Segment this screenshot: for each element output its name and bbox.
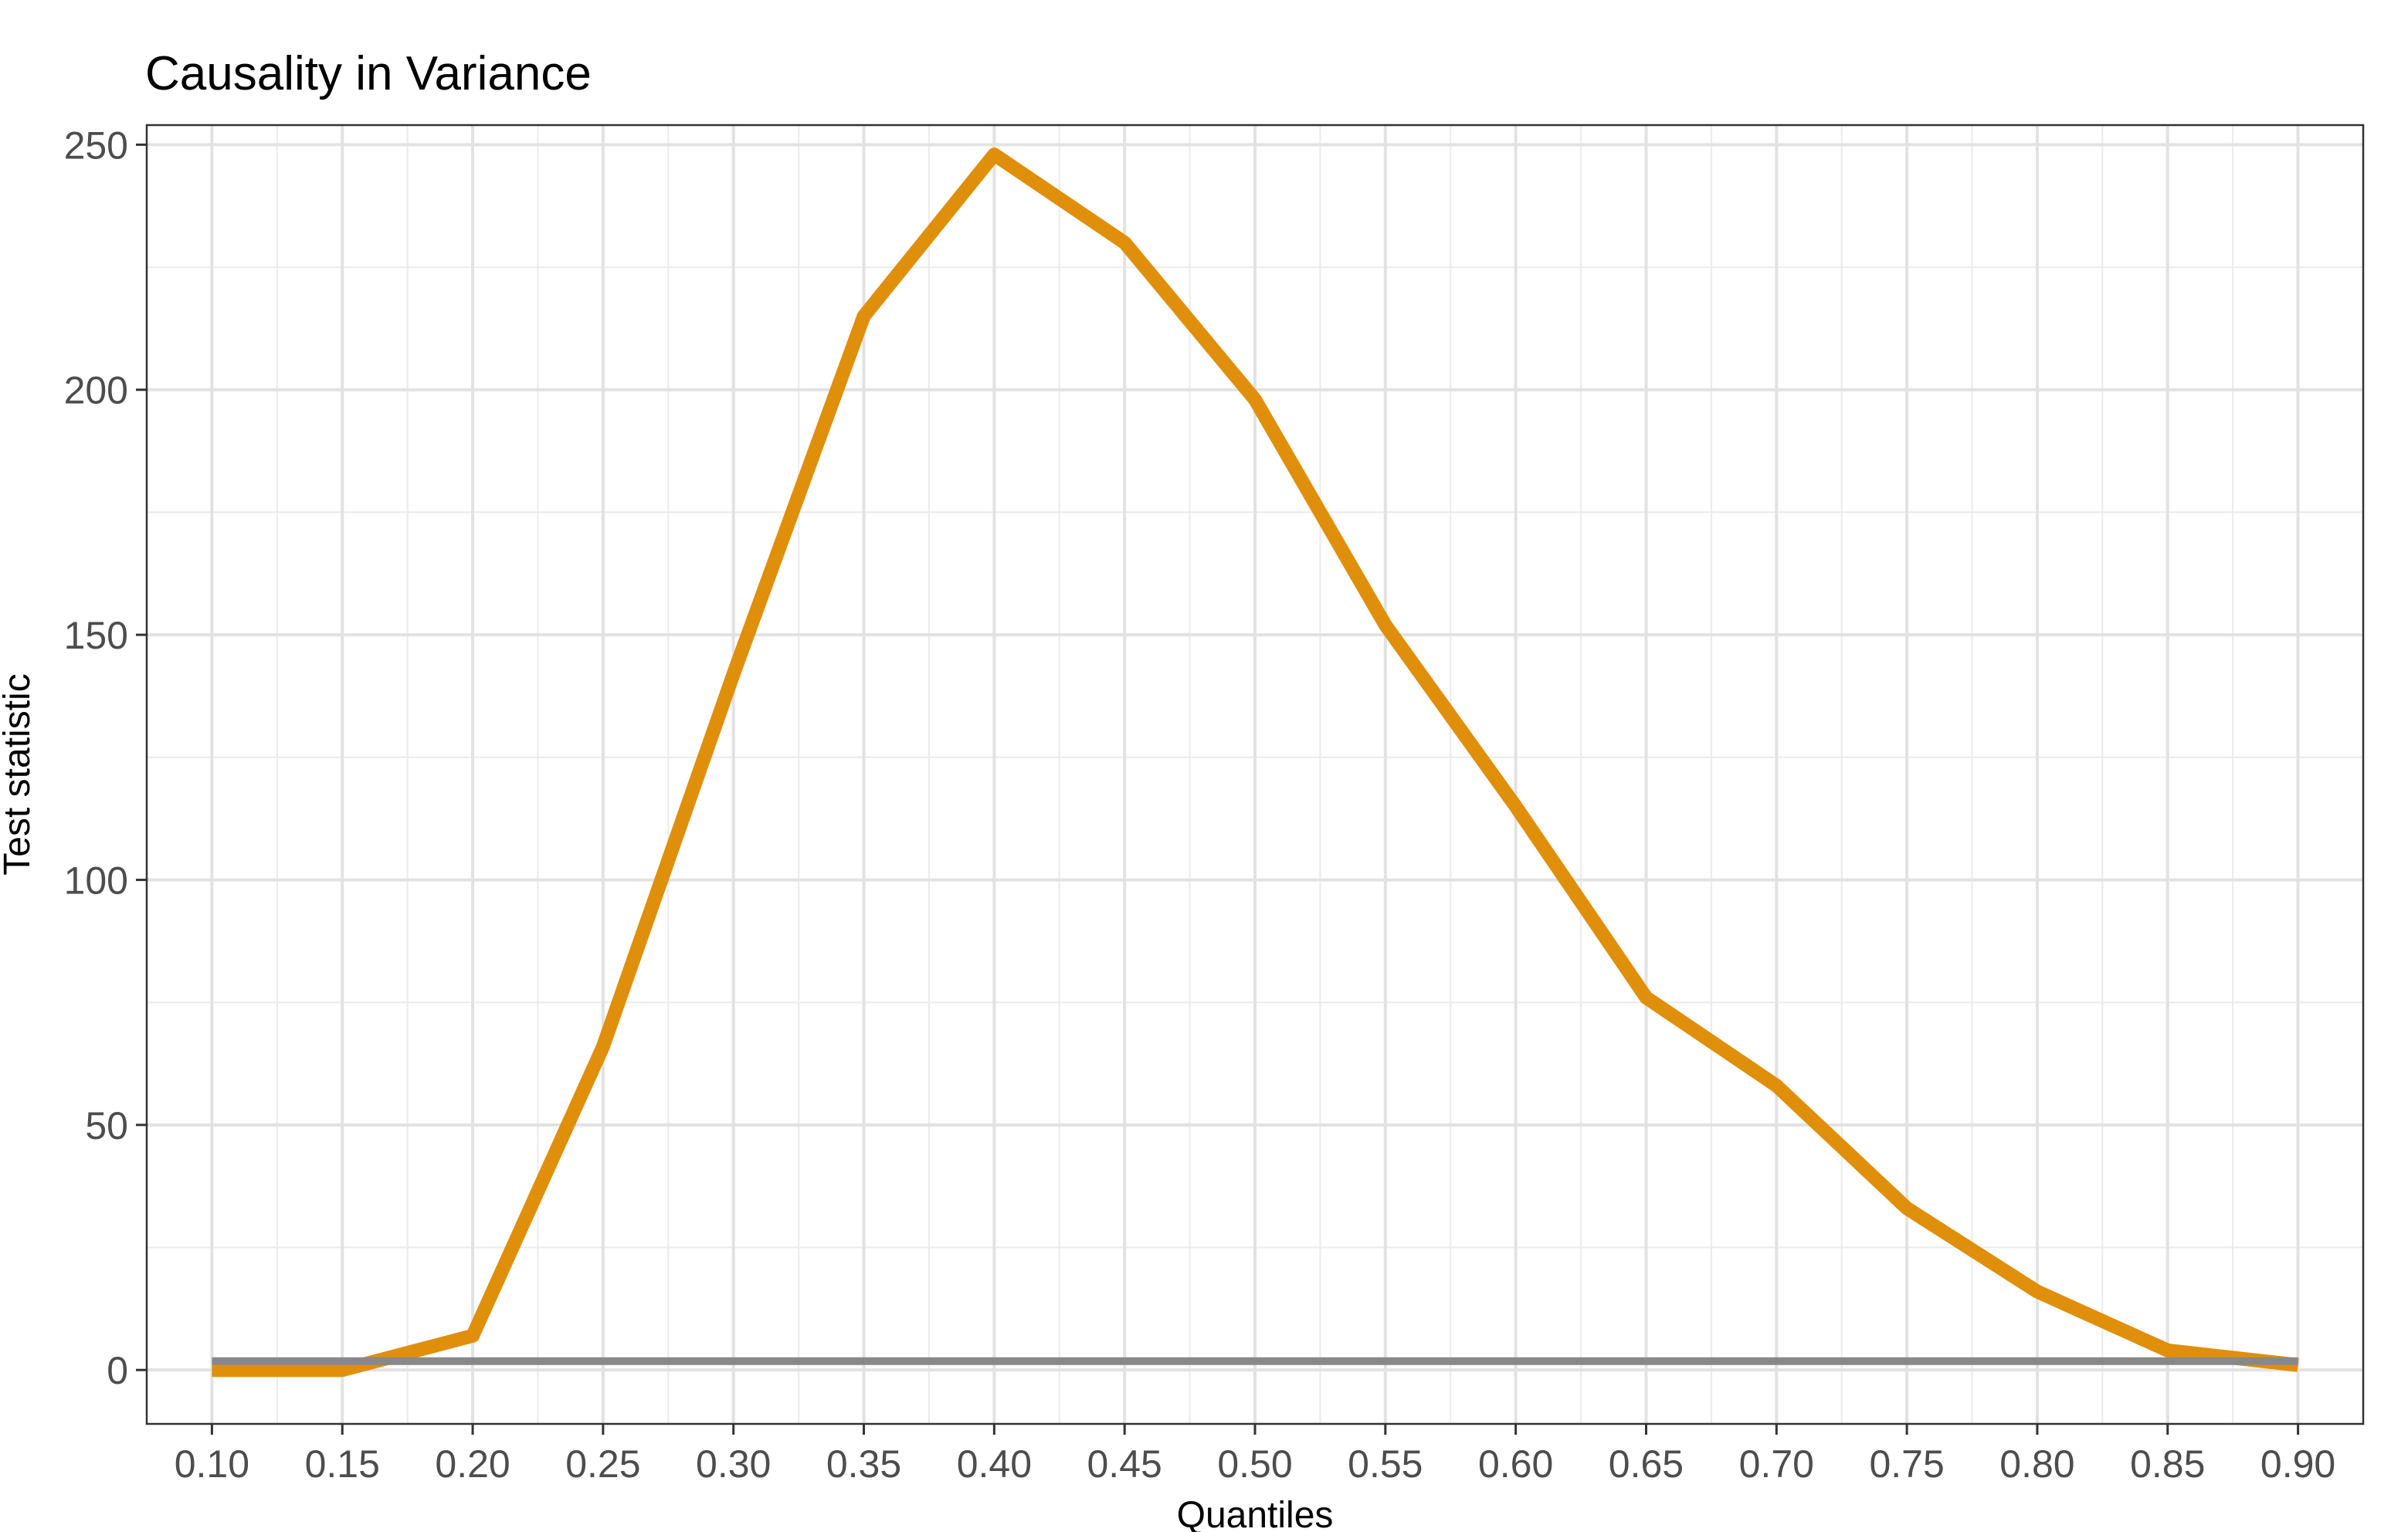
x-tick-label: 0.75: [1869, 1442, 1944, 1486]
x-tick-label: 0.55: [1348, 1442, 1423, 1486]
x-axis-title: Quantiles: [1177, 1495, 1334, 1532]
x-tick-label: 0.25: [565, 1442, 640, 1486]
y-axis: 0 50 100 150 200 250: [64, 124, 147, 1392]
chart-title: Causality in Variance: [145, 47, 592, 100]
y-tick-label: 100: [64, 859, 128, 902]
y-tick-label: 150: [64, 614, 128, 657]
y-tick-label: 200: [64, 369, 128, 412]
x-tick-label: 0.50: [1217, 1442, 1292, 1486]
x-tick-label: 0.10: [175, 1442, 249, 1486]
x-tick-label: 0.45: [1087, 1442, 1162, 1486]
x-tick-label: 0.30: [696, 1442, 771, 1486]
x-tick-label: 0.40: [957, 1442, 1032, 1486]
x-tick-label: 0.35: [826, 1442, 901, 1486]
test-statistic-line: [212, 147, 2299, 1378]
y-tick-label: 0: [107, 1349, 128, 1392]
x-tick-label: 0.60: [1478, 1442, 1553, 1486]
x-tick-label: 0.70: [1739, 1442, 1814, 1486]
x-tick-label: 0.15: [305, 1442, 380, 1486]
x-tick-label: 0.90: [2260, 1442, 2335, 1486]
x-tick-label: 0.80: [1999, 1442, 2074, 1486]
y-axis-title: Test statistic: [0, 673, 38, 875]
series-layer: [212, 147, 2299, 1378]
x-tick-label: 0.85: [2130, 1442, 2205, 1486]
x-axis: 0.10 0.15 0.20 0.25 0.30 0.35 0.40 0.45 0.50 0.55…: [175, 1424, 2335, 1486]
x-tick-label: 0.20: [435, 1442, 510, 1486]
y-tick-label: 250: [64, 124, 128, 167]
x-tick-label: 0.65: [1609, 1442, 1684, 1486]
y-tick-label: 50: [85, 1104, 128, 1147]
